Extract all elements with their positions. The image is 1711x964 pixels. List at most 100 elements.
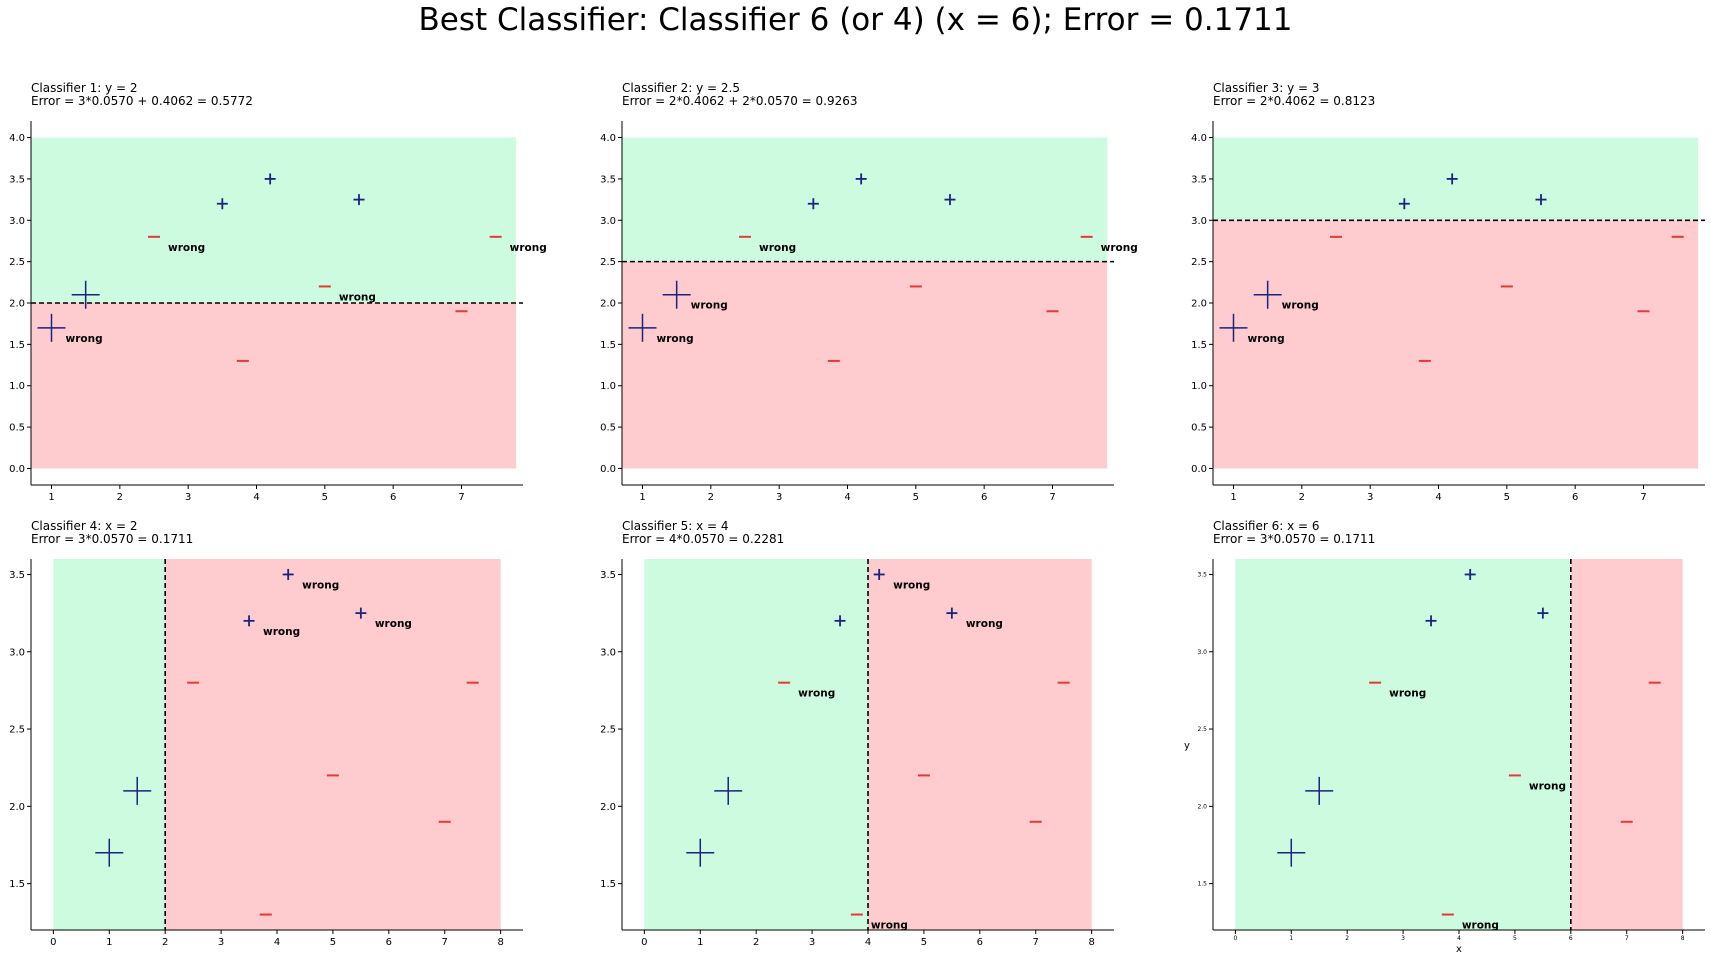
y-tick-label: 1.0	[600, 381, 616, 392]
y-tick-label: 1.5	[9, 340, 25, 351]
plus-marker-large	[37, 313, 66, 342]
plus-marker-large	[1277, 838, 1306, 867]
positive-region	[31, 137, 517, 303]
x-tick-label: 7	[1625, 935, 1629, 942]
x-tick-label: 4	[1457, 935, 1461, 942]
wrong-annotation: wrong	[759, 242, 796, 254]
figure-suptitle: Best Classifier: Classifier 6 (or 4) (x …	[418, 2, 1293, 38]
plus-marker	[807, 198, 819, 210]
subplot-title-line2: Error = 3*0.0570 = 0.1711	[1213, 532, 1375, 546]
wrong-annotation: wrong	[263, 626, 300, 638]
plus-marker	[1446, 173, 1458, 185]
x-tick-label: 1	[1230, 492, 1236, 503]
y-tick-label: 1.5	[600, 879, 616, 890]
subplot-title-line1: Classifier 4: x = 2	[31, 519, 138, 533]
y-tick-label: 3.0	[600, 647, 616, 658]
x-tick-label: 4	[844, 492, 850, 503]
negative-region	[31, 303, 517, 469]
positive-region	[644, 559, 868, 930]
x-tick-label: 7	[442, 937, 448, 948]
x-tick-label: 0	[1233, 935, 1237, 942]
y-tick-label: 3.5	[1191, 174, 1207, 185]
plus-marker	[264, 173, 276, 185]
plus-marker	[282, 568, 294, 580]
wrong-annotation: wrong	[339, 291, 376, 303]
x-tick-label: 5	[330, 937, 336, 948]
y-tick-label: 3.0	[9, 216, 25, 227]
x-tick-label: 0	[641, 937, 647, 948]
plus-marker	[1398, 198, 1410, 210]
plus-marker-large	[71, 280, 100, 309]
y-tick-label: 0.5	[9, 423, 25, 434]
y-tick-label: 0.0	[9, 464, 25, 475]
subplot-title-line1: Classifier 2: y = 2.5	[622, 81, 740, 95]
y-tick-label: 1.0	[9, 381, 25, 392]
y-tick-label: 0.0	[1191, 464, 1207, 475]
wrong-annotation: wrong	[966, 618, 1003, 630]
x-tick-label: 6	[390, 492, 396, 503]
x-tick-label: 4	[253, 492, 259, 503]
positive-region	[1235, 559, 1571, 930]
x-tick-label: 1	[48, 492, 54, 503]
x-tick-label: 6	[386, 937, 392, 948]
x-tick-label: 7	[1049, 492, 1055, 503]
y-tick-label: 3.5	[600, 174, 616, 185]
y-tick-label: 0.5	[1191, 423, 1207, 434]
y-tick-label: 3.5	[600, 570, 616, 581]
subplot-title-line1: Classifier 3: y = 3	[1213, 81, 1320, 95]
y-tick-label: 2.0	[1197, 803, 1207, 810]
x-tick-label: 3	[809, 937, 815, 948]
plus-marker	[873, 568, 885, 580]
subplot-title-line2: Error = 3*0.0570 + 0.4062 = 0.5772	[31, 94, 253, 108]
plus-marker	[855, 173, 867, 185]
x-tick-label: 0	[50, 937, 56, 948]
subplot-title-line2: Error = 2*0.4062 = 0.8123	[1213, 94, 1375, 108]
x-tick-label: 5	[921, 937, 927, 948]
y-tick-label: 2.5	[1191, 257, 1207, 268]
wrong-annotation: wrong	[798, 688, 835, 700]
y-tick-label: 3.0	[600, 216, 616, 227]
x-tick-label: 6	[977, 937, 983, 948]
subplot-title-line1: Classifier 6: x = 6	[1213, 519, 1320, 533]
wrong-annotation: wrong	[302, 579, 339, 591]
x-tick-label: 2	[753, 937, 759, 948]
y-tick-label: 4.0	[9, 133, 25, 144]
y-tick-label: 2.0	[600, 299, 616, 310]
negative-region	[622, 261, 1108, 469]
plus-marker	[834, 615, 846, 627]
subplot-title-line2: Error = 4*0.0570 = 0.2281	[622, 532, 784, 546]
x-tick-label: 6	[1572, 492, 1578, 503]
y-tick-label: 4.0	[600, 133, 616, 144]
y-tick-label: 3.0	[1197, 649, 1207, 656]
wrong-annotation: wrong	[1248, 333, 1285, 345]
plus-marker	[216, 198, 228, 210]
x-tick-label: 5	[322, 492, 328, 503]
plus-marker-large	[686, 838, 715, 867]
y-tick-label: 4.0	[1191, 133, 1207, 144]
x-tick-label: 6	[981, 492, 987, 503]
y-tick-label: 3.0	[9, 647, 25, 658]
y-tick-label: 2.0	[9, 802, 25, 813]
y-tick-label: 2.0	[9, 299, 25, 310]
x-tick-label: 7	[1033, 937, 1039, 948]
x-tick-label: 1	[639, 492, 645, 503]
plus-marker-large	[1305, 776, 1334, 805]
x-tick-label: 4	[865, 937, 871, 948]
y-tick-label: 0.0	[600, 464, 616, 475]
x-tick-label: 5	[1513, 935, 1517, 942]
x-tick-label: 8	[1088, 937, 1094, 948]
plus-marker	[355, 607, 367, 619]
subplot-title-line2: Error = 3*0.0570 = 0.1711	[31, 532, 193, 546]
x-tick-label: 5	[1504, 492, 1510, 503]
wrong-annotation: wrong	[1282, 300, 1319, 312]
plus-marker	[946, 607, 958, 619]
y-tick-label: 1.0	[1191, 381, 1207, 392]
subplot-title-line1: Classifier 1: y = 2	[31, 81, 138, 95]
y-tick-label: 3.5	[9, 174, 25, 185]
wrong-annotation: wrong	[691, 300, 728, 312]
